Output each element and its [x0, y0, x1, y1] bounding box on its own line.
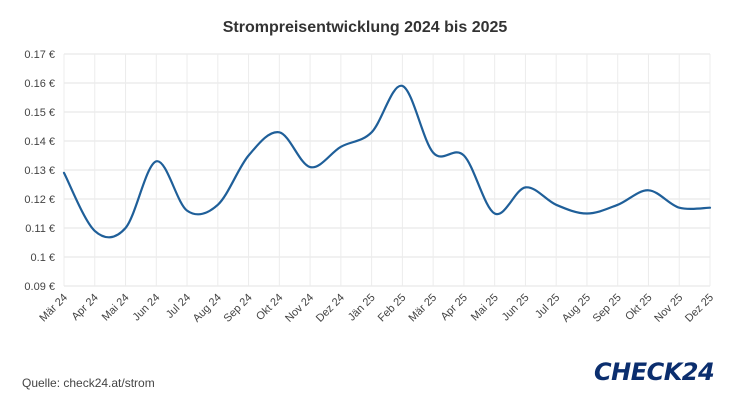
- y-tick-label: 0.17 €: [24, 49, 55, 61]
- x-tick-label: Sep 25: [591, 292, 624, 325]
- y-tick-label: 0.14 €: [24, 136, 55, 148]
- x-tick-label: Mär 24: [37, 292, 70, 325]
- x-tick-label: Nov 24: [283, 292, 316, 325]
- series-line-layer: [62, 84, 712, 239]
- logo-text: CHECK24: [594, 358, 715, 386]
- y-tick-label: 0.12 €: [24, 194, 55, 206]
- x-tick-label: Aug 25: [560, 292, 593, 325]
- x-tick-label: Jun 24: [131, 292, 163, 324]
- y-tick-label: 0.15 €: [24, 107, 55, 119]
- x-tick-label: Jul 24: [164, 292, 193, 321]
- x-tick-label: Jun 25: [500, 292, 532, 324]
- x-tick-label: Apr 25: [439, 292, 470, 323]
- x-tick-label: Mai 24: [100, 292, 132, 324]
- x-tick-label: Mär 25: [407, 292, 440, 325]
- chart-title: Strompreisentwicklung 2024 bis 2025: [222, 19, 508, 36]
- x-tick-label: Mai 25: [469, 292, 501, 324]
- x-tick-label: Okt 24: [254, 292, 285, 323]
- y-tick-label: 0.11 €: [25, 223, 55, 235]
- y-axis-tick-labels: 0.09 € 0.1 € 0.11 € 0.12 € 0.13 € 0.14 € 0.15 …: [24, 49, 55, 293]
- y-tick-label: 0.13 €: [24, 165, 55, 177]
- x-tick-label: Dez 24: [314, 292, 347, 325]
- x-tick-label: Dez 25: [683, 292, 716, 325]
- series-line: [62, 84, 712, 239]
- y-tick-label: 0.1 €: [31, 252, 55, 264]
- check24-logo: CHECK24: [594, 358, 715, 386]
- y-tick-label: 0.09 €: [24, 281, 55, 293]
- x-tick-label: Okt 25: [623, 292, 654, 323]
- gridlines: [63, 53, 711, 287]
- x-tick-label: Aug 24: [191, 292, 224, 325]
- x-tick-label: Jän 25: [346, 292, 378, 324]
- x-tick-label: Jul 25: [533, 292, 562, 321]
- x-tick-label: Feb 25: [376, 292, 409, 325]
- x-tick-label: Nov 25: [652, 292, 685, 325]
- x-tick-label: Apr 24: [69, 292, 100, 323]
- source-note: Quelle: check24.at/strom: [22, 376, 155, 390]
- x-tick-label: Sep 24: [222, 292, 255, 325]
- y-tick-label: 0.16 €: [24, 78, 55, 90]
